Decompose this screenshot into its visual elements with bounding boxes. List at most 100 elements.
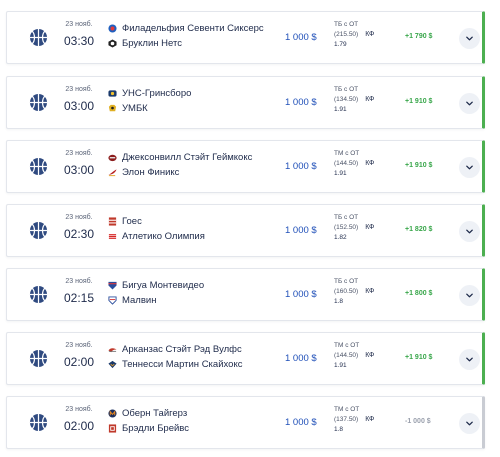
basketball-icon <box>29 93 48 112</box>
team-home: Гоес <box>108 215 142 228</box>
chevron-down-icon <box>466 357 473 362</box>
bet-details: ТБ с ОТ (160.50) КФ 1.8 <box>334 277 374 307</box>
expand-button[interactable] <box>459 413 480 434</box>
chevron-down-icon <box>466 36 473 41</box>
chevron-down-icon <box>466 229 473 234</box>
kf-label: КФ <box>365 96 375 103</box>
bet-card[interactable]: 23 нояб. 03:00 УНС-Гринсборо УМБК 1 000 … <box>6 76 485 129</box>
bet-card[interactable]: 23 нояб. 02:00 Арканзас Стэйт Рэд Вулфс … <box>6 332 485 385</box>
stake-amount: 1 000 $ <box>285 161 317 172</box>
bet-line: ТБ с ОТ <box>334 214 359 221</box>
bet-total: (215.50) <box>334 31 359 38</box>
bet-total: (134.50) <box>334 96 359 103</box>
chevron-down-icon <box>466 101 473 106</box>
match-time: 02:00 <box>63 355 95 369</box>
coefficient: 1.91 <box>334 362 347 369</box>
match-time: 03:00 <box>63 163 95 177</box>
team-logo-icon <box>108 232 117 241</box>
team-logo-icon <box>108 168 117 177</box>
team-logo-icon <box>108 296 117 305</box>
expand-button[interactable] <box>459 285 480 306</box>
bet-card[interactable]: 23 нояб. 02:00 Оберн Тайгерз Брэдли Брей… <box>6 396 485 449</box>
coefficient: 1.91 <box>334 170 347 177</box>
team-home-name: Филадельфия Севенти Сиксерс <box>122 23 264 34</box>
bet-card[interactable]: 23 нояб. 03:30 Филадельфия Севенти Сиксе… <box>6 11 485 64</box>
bet-line: ТБ с ОТ <box>334 278 359 285</box>
bet-line: ТМ с ОТ <box>334 150 360 157</box>
basketball-icon <box>29 349 48 368</box>
match-date: 23 нояб. <box>65 342 93 349</box>
expand-button[interactable] <box>459 349 480 370</box>
stake-amount: 1 000 $ <box>285 225 317 236</box>
match-time: 02:30 <box>63 227 95 241</box>
team-logo-icon <box>108 24 117 33</box>
bet-total: (152.50) <box>334 224 359 231</box>
bet-result: +1 910 $ <box>405 162 433 169</box>
basketball-icon <box>29 28 48 47</box>
kf-label: КФ <box>365 416 375 423</box>
coefficient: 1.8 <box>334 426 344 433</box>
kf-label: КФ <box>365 224 375 231</box>
team-logo-icon <box>108 409 117 418</box>
kf-label: КФ <box>365 31 375 38</box>
team-home: Арканзас Стэйт Рэд Вулфс <box>108 343 242 356</box>
match-time: 02:00 <box>63 419 95 433</box>
expand-button[interactable] <box>459 221 480 242</box>
team-home-name: Арканзас Стэйт Рэд Вулфс <box>122 344 242 355</box>
match-time: 02:15 <box>63 291 95 305</box>
expand-button[interactable] <box>459 28 480 49</box>
bet-total: (160.50) <box>334 288 359 295</box>
kf-label: КФ <box>365 160 375 167</box>
team-away: УМБК <box>108 102 148 115</box>
team-logo-icon <box>108 104 117 113</box>
basketball-icon <box>29 157 48 176</box>
match-time: 03:00 <box>63 99 95 113</box>
team-away: Брэдли Брейвс <box>108 422 189 435</box>
team-home-name: Гоес <box>122 216 142 227</box>
match-date: 23 нояб. <box>65 86 93 93</box>
team-away-name: Теннесси Мартин Скайхокс <box>122 359 243 370</box>
coefficient: 1.79 <box>334 41 347 48</box>
expand-button[interactable] <box>459 93 480 114</box>
team-logo-icon <box>108 89 117 98</box>
bet-card[interactable]: 23 нояб. 03:00 Джексонвилл Стэйт Геймкок… <box>6 140 485 193</box>
bet-total: (144.50) <box>334 160 359 167</box>
coefficient: 1.8 <box>334 298 344 305</box>
expand-button[interactable] <box>459 157 480 178</box>
team-home-name: УНС-Гринсборо <box>122 88 192 99</box>
stake-amount: 1 000 $ <box>285 32 317 43</box>
bet-result: +1 910 $ <box>405 354 433 361</box>
match-date: 23 нояб. <box>65 150 93 157</box>
bet-line: ТБ с ОТ <box>334 21 359 28</box>
team-away-name: Бруклин Нетс <box>122 38 182 49</box>
bet-total: (144.50) <box>334 352 359 359</box>
team-logo-icon <box>108 424 117 433</box>
basketball-icon <box>29 285 48 304</box>
chevron-down-icon <box>466 293 473 298</box>
bet-line: ТМ с ОТ <box>334 342 360 349</box>
team-away: Малвин <box>108 294 156 307</box>
chevron-down-icon <box>466 421 473 426</box>
team-away-name: УМБК <box>122 103 148 114</box>
team-logo-icon <box>108 360 117 369</box>
bet-card[interactable]: 23 нояб. 02:15 Бигуа Монтевидео Малвин 1… <box>6 268 485 321</box>
bet-details: ТБ с ОТ (134.50) КФ 1.91 <box>334 85 374 115</box>
bet-details: ТБ с ОТ (215.50) КФ 1.79 <box>334 20 374 50</box>
kf-label: КФ <box>365 288 375 295</box>
coefficient: 1.91 <box>334 106 347 113</box>
match-date: 23 нояб. <box>65 214 93 221</box>
team-home-name: Джексонвилл Стэйт Геймкокс <box>122 152 253 163</box>
team-away: Элон Финикс <box>108 166 179 179</box>
bet-total: (137.50) <box>334 416 359 423</box>
team-away: Бруклин Нетс <box>108 37 182 50</box>
bet-result: +1 800 $ <box>405 290 433 297</box>
team-logo-icon <box>108 281 117 290</box>
team-away-name: Атлетико Олимпия <box>122 231 205 242</box>
bet-result: -1 000 $ <box>405 418 431 425</box>
team-home: Бигуа Монтевидео <box>108 279 204 292</box>
bet-details: ТМ с ОТ (137.50) КФ 1.8 <box>334 405 374 435</box>
bet-card[interactable]: 23 нояб. 02:30 Гоес Атлетико Олимпия 1 0… <box>6 204 485 257</box>
team-away-name: Брэдли Брейвс <box>122 423 189 434</box>
match-date: 23 нояб. <box>65 21 93 28</box>
